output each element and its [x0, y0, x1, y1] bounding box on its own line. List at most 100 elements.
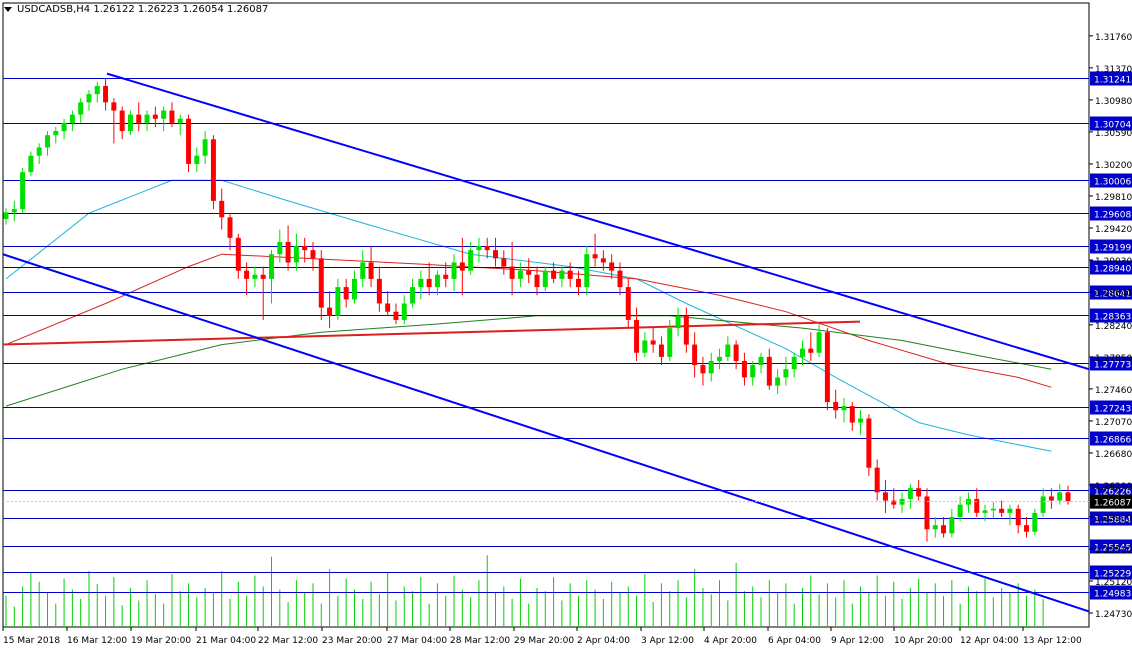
level-price-label: 1.30006: [1094, 178, 1131, 188]
bear-candle: [443, 274, 449, 279]
level-price-tag: [1090, 356, 1132, 371]
bull-candle: [750, 365, 756, 378]
x-tick-label: 15 Mar 2018: [3, 636, 60, 646]
bull-candle: [775, 377, 781, 386]
x-tick-label: 2 Apr 04:00: [577, 636, 630, 646]
level-price-tag: [1090, 173, 1132, 188]
y-tick-label: 1.30200: [1095, 161, 1132, 171]
bull-candle: [401, 303, 407, 320]
bull-candle: [94, 85, 100, 95]
x-tick-label: 22 Mar 12:00: [258, 636, 318, 646]
x-tick-label: 10 Apr 20:00: [894, 636, 953, 646]
bull-candle: [957, 504, 963, 517]
candles: [3, 78, 1071, 542]
ohlc-header: USDCADSB,H4 1.26122 1.26223 1.26054 1.26…: [17, 4, 268, 15]
level-price-tag: [1090, 585, 1132, 600]
current-price-label: 1.26087: [1094, 499, 1131, 509]
bear-candle: [186, 118, 192, 164]
bull-candle: [791, 356, 797, 370]
bear-candle: [534, 274, 540, 288]
bull-candle: [161, 110, 167, 119]
bear-candle: [916, 488, 922, 497]
low-value: 1.26054: [182, 4, 224, 15]
bear-candle: [882, 492, 888, 501]
bull-candle: [517, 270, 523, 279]
bull-candle: [542, 270, 548, 288]
bear-candle: [808, 348, 814, 353]
bear-candle: [600, 258, 606, 263]
level-price-tag: [1090, 511, 1132, 526]
bull-candle: [800, 348, 805, 357]
y-tick-label: 1.27460: [1095, 386, 1132, 396]
y-tick-label: 1.29420: [1095, 225, 1132, 235]
y-tick-label: 1.27850: [1095, 354, 1132, 364]
level-price-label: 1.26226: [1094, 488, 1131, 498]
bull-candle: [559, 270, 565, 279]
high-value: 1.26223: [137, 4, 180, 15]
bear-candle: [891, 500, 897, 505]
level-price-label: 1.28641: [1094, 290, 1131, 300]
level-price-tag: [1090, 206, 1132, 221]
bear-candle: [999, 508, 1005, 513]
support-line[interactable]: [2, 320, 861, 346]
y-tick-label: 1.24730: [1095, 610, 1132, 620]
y-tick-label: 1.30590: [1095, 129, 1132, 139]
bull-candle: [783, 369, 789, 378]
bull-candle: [468, 250, 474, 271]
bear-candle: [152, 114, 158, 119]
bull-candle: [194, 155, 200, 164]
bear-candle: [343, 287, 349, 300]
level-price-label: 1.29199: [1094, 244, 1131, 254]
level-price-label: 1.25884: [1094, 516, 1131, 526]
level-price-label: 1.27773: [1094, 361, 1131, 371]
bear-candle: [509, 266, 515, 279]
bull-candle: [127, 114, 133, 132]
bear-candle: [459, 262, 465, 271]
x-tick-label: 9 Apr 12:00: [831, 636, 884, 646]
bull-candle: [3, 212, 9, 219]
bear-candle: [866, 418, 872, 468]
x-tick-label: 27 Mar 04:00: [387, 636, 447, 646]
bear-candle: [567, 270, 573, 279]
bull-candle: [335, 287, 341, 316]
upper-channel-line[interactable]: [106, 72, 1090, 371]
bull-candle: [816, 332, 822, 353]
bull-candle: [410, 287, 416, 304]
bear-candle: [227, 217, 233, 238]
y-tick-label: 1.28240: [1095, 322, 1132, 332]
trendlines[interactable]: [2, 72, 1090, 613]
lower-channel-line[interactable]: [2, 253, 1090, 613]
bear-candle: [244, 270, 250, 279]
bull-candle: [725, 344, 731, 357]
bear-candle: [924, 496, 930, 530]
level-price-tag: [1090, 260, 1132, 275]
level-price-tag: [1090, 565, 1132, 580]
bull-candle: [667, 328, 673, 357]
bear-candle: [874, 467, 880, 493]
bull-candle: [642, 340, 648, 353]
level-price-label: 1.31241: [1094, 76, 1131, 86]
bull-candle: [360, 262, 366, 279]
bull-candle: [78, 102, 84, 115]
bull-candle: [1040, 496, 1046, 513]
close-value: 1.26087: [227, 4, 269, 15]
bull-candle: [949, 516, 955, 534]
y-tick-label: 1.26290: [1095, 482, 1132, 492]
x-tick-label: 23 Mar 20:00: [322, 636, 382, 646]
bear-candle: [1015, 508, 1021, 526]
horizontal-levels[interactable]: 1.31241 1.30704 1.30006 1.29608 1.29199 1.289…: [3, 71, 1132, 600]
x-tick-label: 12 Apr 04:00: [960, 636, 1019, 646]
bear-candle: [318, 258, 324, 308]
bear-candle: [260, 274, 266, 279]
x-tick-label: 28 Mar 12:00: [450, 636, 510, 646]
dropdown-triangle-icon[interactable]: [4, 7, 12, 12]
x-tick-label: 13 Apr 12:00: [1023, 636, 1082, 646]
y-tick-label: 1.26680: [1095, 450, 1132, 460]
bull-candle: [1057, 492, 1063, 501]
bull-candle: [69, 114, 75, 123]
x-tick-label: 6 Apr 04:00: [768, 636, 821, 646]
bear-candle: [426, 278, 432, 288]
level-price-tag: [1090, 308, 1132, 323]
